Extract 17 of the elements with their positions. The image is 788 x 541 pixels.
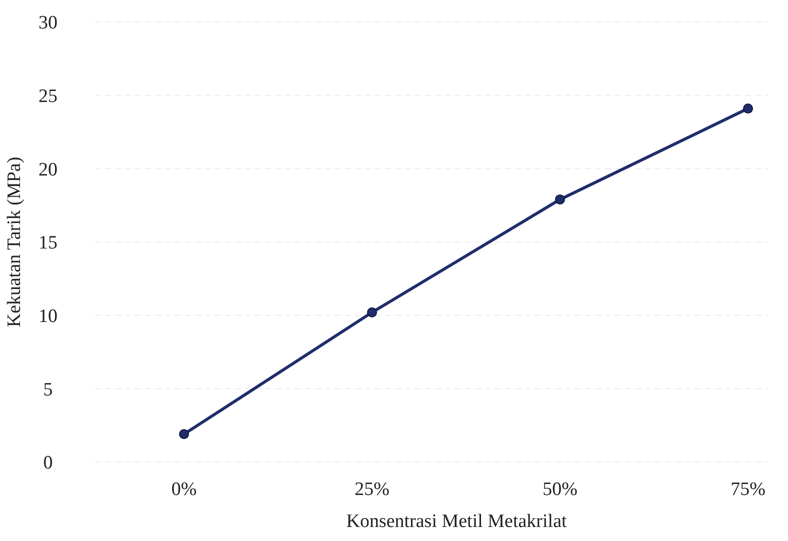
x-tick-label: 50%	[542, 479, 578, 500]
y-tick-label: 0	[43, 452, 53, 474]
point	[179, 429, 189, 440]
y-axis-title: Kekuatan Tarik (MPa)	[4, 156, 25, 328]
y-tick-label: 5	[43, 379, 53, 400]
x-tick-label: 25%	[354, 479, 390, 500]
x-tick-label: 75%	[730, 479, 766, 500]
y-tick-label: 20	[38, 159, 58, 180]
x-tick-label: 0%	[171, 479, 197, 500]
point	[555, 194, 565, 204]
y-tick-label: 30	[38, 12, 58, 34]
x-axis-title: Konsentrasi Metil Metakrilat	[346, 511, 568, 532]
point	[743, 104, 753, 114]
y-tick-label: 10	[38, 306, 58, 327]
y-tick-label: 25	[38, 86, 58, 107]
y-tick-label: 15	[38, 232, 58, 254]
point	[367, 307, 377, 318]
